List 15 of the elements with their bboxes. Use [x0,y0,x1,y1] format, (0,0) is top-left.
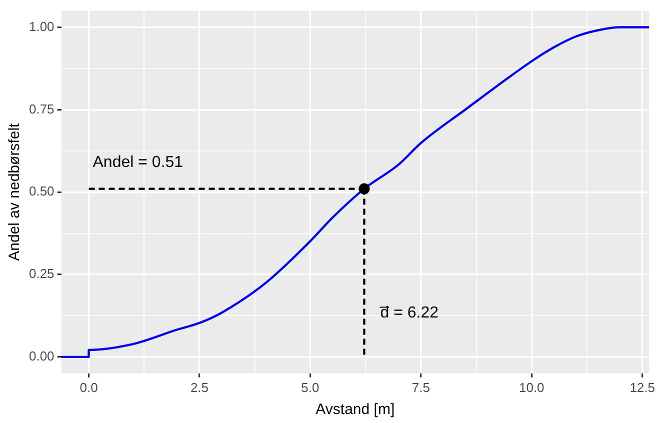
y-tick-label: 1.00 [28,18,54,34]
y-axis-title: Andel av nedbørsfelt [6,122,24,261]
x-tick-label: 7.5 [412,380,430,395]
annotation: d̅ = 6.22 [379,304,439,322]
y-tick-label: 0.25 [28,266,54,282]
x-tick-label: 12.5 [630,380,656,395]
x-tick-label: 2.5 [190,380,209,395]
x-axis-title: Avstand [m] [316,401,395,418]
x-tick-label: 0.0 [80,380,98,395]
y-tick-label: 0.75 [28,101,54,116]
annotation: Andel = 0.51 [92,154,184,172]
y-tick-label: 0.50 [28,184,54,199]
x-tick-label: 10.0 [518,380,544,395]
y-tick-label: 0.00 [28,348,54,364]
x-tick-label: 5.0 [301,380,320,395]
